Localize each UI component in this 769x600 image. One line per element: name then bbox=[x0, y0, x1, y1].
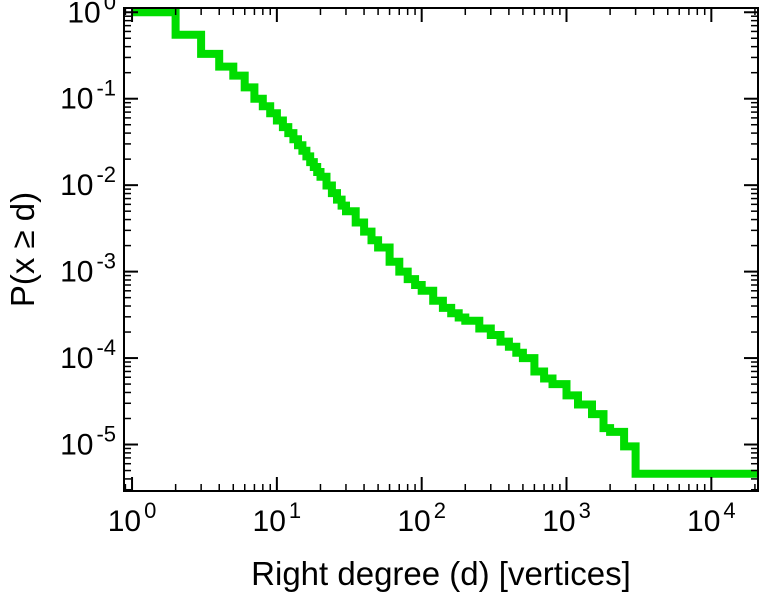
tick-label: 10 -2 bbox=[60, 162, 116, 202]
tick-label: 10 4 bbox=[687, 498, 736, 538]
tick-label: 10 -5 bbox=[60, 422, 116, 462]
x-axis-label: Right degree (d) [vertices] bbox=[251, 555, 631, 592]
ccdf-curve-layer bbox=[132, 8, 758, 478]
tick-label: 10 -3 bbox=[60, 249, 116, 289]
tick-label: 10 3 bbox=[542, 498, 591, 538]
axes-frame-layer bbox=[123, 7, 759, 492]
ccdf-step-curve bbox=[132, 8, 758, 478]
tick-label: 10 -1 bbox=[60, 76, 116, 116]
tick-marks-layer bbox=[124, 8, 758, 491]
tick-label: 10 1 bbox=[253, 498, 302, 538]
tick-label: 10 -4 bbox=[60, 335, 116, 375]
tick-label: 10 0 bbox=[108, 498, 157, 538]
y-axis-label: P(x ≥ d) bbox=[4, 192, 41, 307]
tick-labels-layer: 10 0 10 1 10 2 10 3 10 4 10 0 10 -1 10 -2 10 -3 10 -4 10 -5 bbox=[60, 0, 736, 538]
tick-label: 10 2 bbox=[397, 498, 446, 538]
plot-border bbox=[123, 7, 759, 492]
tick-label: 10 0 bbox=[67, 0, 116, 29]
